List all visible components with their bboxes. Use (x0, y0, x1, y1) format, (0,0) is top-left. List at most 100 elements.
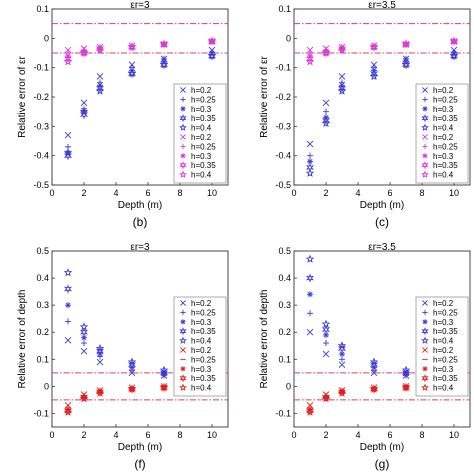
legend-marker (180, 153, 186, 159)
y-tick-label: 0 (286, 33, 291, 43)
chart-title: εr=3 (130, 242, 150, 253)
legend-marker (422, 347, 428, 353)
data-point (401, 39, 411, 49)
data-point (369, 357, 379, 366)
legend-marker (422, 134, 428, 140)
data-point (127, 384, 137, 393)
x-tick-label: 2 (323, 430, 328, 440)
data-point (401, 60, 411, 70)
y-tick-label: 0.1 (36, 4, 49, 14)
data-point (305, 57, 315, 66)
data-point (369, 360, 379, 370)
chart-title: εr=3.5 (368, 0, 396, 11)
data-point (307, 291, 313, 298)
data-point (321, 324, 331, 335)
data-point (401, 368, 411, 378)
legend-label: h=0.35 (433, 114, 458, 123)
y-tick-label: 0.3 (36, 300, 49, 310)
data-point (401, 60, 411, 69)
legend-marker (422, 87, 428, 93)
x-axis-label: Depth (m) (360, 200, 404, 211)
data-point (161, 369, 167, 376)
legend-label: h=0.25 (191, 308, 216, 317)
data-point (403, 369, 409, 376)
data-point (305, 273, 315, 283)
data-point (323, 394, 329, 401)
data-point (401, 365, 411, 374)
data-point (207, 51, 217, 60)
legend-label: h=0.35 (191, 161, 216, 170)
data-point (79, 109, 89, 120)
y-tick-label: -0.4 (275, 151, 291, 161)
legend-marker (422, 143, 428, 149)
data-point (305, 254, 315, 263)
panel-label: (b) (133, 215, 148, 229)
data-point (321, 115, 331, 126)
data-point (322, 350, 330, 358)
data-point (338, 73, 346, 80)
data-point (96, 358, 104, 366)
data-point (401, 382, 411, 393)
data-point (79, 48, 89, 58)
legend-marker (179, 373, 187, 383)
y-tick-label: 0 (286, 381, 291, 391)
data-point (338, 361, 346, 369)
x-tick-label: 0 (291, 188, 296, 198)
legend-marker (179, 326, 187, 336)
data-point (321, 319, 331, 328)
data-point (159, 368, 169, 378)
data-point (64, 337, 72, 344)
data-point (127, 384, 137, 394)
data-point (207, 36, 217, 45)
data-point (95, 346, 105, 356)
y-tick-label: -0.1 (275, 63, 291, 73)
x-tick-label: 2 (81, 430, 86, 440)
legend-label: h=0.3 (433, 152, 454, 161)
data-point (321, 394, 331, 403)
y-tick-label: 0.4 (278, 273, 291, 283)
legend-label: h=0.35 (191, 114, 216, 123)
chart-title: εr=3 (130, 0, 150, 11)
legend-label: h=0.4 (191, 171, 212, 180)
legend-marker (422, 366, 428, 372)
data-point (159, 60, 169, 70)
x-axis-label: Depth (m) (360, 442, 404, 453)
data-point (369, 384, 379, 394)
legend-label: h=0.2 (433, 86, 454, 95)
y-tick-label: -0.2 (275, 92, 291, 102)
x-tick-label: 10 (207, 188, 217, 198)
data-point (127, 42, 137, 51)
chart-panel: εr=3 0 2 4 6 8 10 -0.1 0 0.1 0.2 0.3 0.4 0.5 Depth (m)… (17, 242, 229, 471)
legend-label: h=0.35 (191, 327, 216, 336)
legend-marker (180, 300, 186, 306)
data-point (80, 99, 88, 107)
legend-label: h=0.2 (433, 299, 454, 308)
y-tick-label: 0.4 (36, 273, 49, 283)
data-point (81, 394, 87, 401)
legend-label: h=0.35 (191, 374, 216, 383)
data-point (159, 39, 169, 49)
legend-marker (421, 123, 429, 131)
data-point (337, 45, 347, 54)
legend-label: h=0.2 (433, 346, 454, 355)
data-point (97, 388, 103, 395)
data-point (63, 54, 73, 64)
legend-label: h=0.4 (191, 337, 212, 346)
data-point (403, 384, 409, 391)
y-tick-label: 0.1 (36, 354, 49, 364)
legend-label: h=0.4 (433, 171, 454, 180)
data-point (127, 357, 137, 366)
data-point (337, 83, 347, 93)
data-point (127, 68, 137, 79)
legend-marker (422, 319, 428, 325)
data-point (161, 41, 167, 48)
legend-marker (179, 170, 187, 178)
legend-label: h=0.3 (433, 105, 454, 114)
x-tick-label: 10 (207, 430, 217, 440)
y-tick-label: -0.3 (33, 121, 49, 131)
data-point (81, 334, 87, 341)
data-point (371, 42, 377, 49)
y-tick-label: -0.1 (275, 408, 291, 418)
data-point (305, 168, 315, 177)
data-point (337, 86, 347, 95)
